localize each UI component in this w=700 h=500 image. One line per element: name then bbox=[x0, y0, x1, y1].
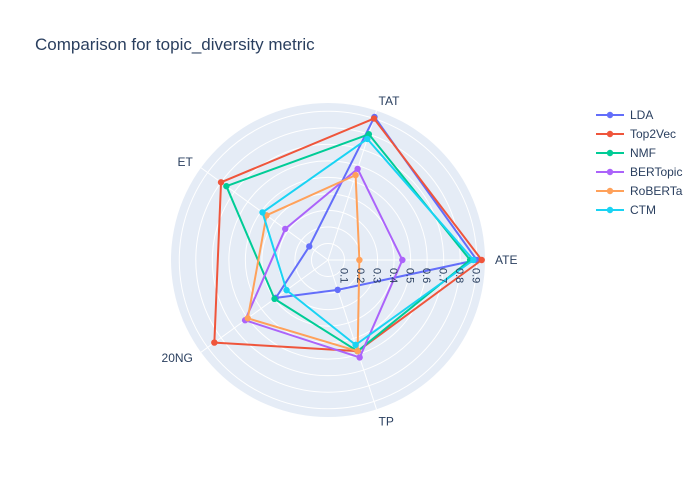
radial-tick-label: 0.1 bbox=[338, 268, 350, 283]
legend-marker bbox=[606, 168, 614, 176]
axis-label-tp: TP bbox=[379, 414, 394, 428]
series-layer bbox=[211, 113, 485, 361]
data-point[interactable] bbox=[223, 182, 230, 190]
data-point[interactable] bbox=[211, 339, 218, 346]
legend-marker bbox=[606, 206, 614, 214]
legend-label: LDA bbox=[630, 108, 653, 122]
data-point[interactable] bbox=[352, 171, 359, 179]
data-point[interactable] bbox=[244, 315, 251, 322]
radial-tick-labels: 0.1 0.2 0.3 0.4 0.5 0.6 0.7 0.8 0.9 bbox=[338, 268, 482, 283]
data-point[interactable] bbox=[356, 354, 363, 361]
legend-marker bbox=[606, 149, 614, 157]
data-point[interactable] bbox=[282, 225, 289, 233]
radial-tick-label: 0.8 bbox=[453, 268, 465, 283]
data-point[interactable] bbox=[352, 341, 359, 349]
radial-tick-label: 0.9 bbox=[470, 268, 482, 283]
legend-label: CTM bbox=[630, 203, 656, 217]
data-point[interactable] bbox=[283, 286, 290, 294]
chart-title: Comparison for topic_diversity metric bbox=[35, 35, 315, 54]
axis-label-20ng: 20NG bbox=[162, 351, 193, 365]
legend-label: NMF bbox=[630, 146, 656, 160]
angular-axis-labels: ATE TAT ET 20NG TP bbox=[162, 94, 518, 428]
data-point[interactable] bbox=[259, 209, 266, 216]
series-line bbox=[246, 174, 361, 353]
legend-label: RoBERTa bbox=[630, 184, 683, 198]
series-line bbox=[244, 167, 404, 359]
series-roberta bbox=[244, 171, 363, 355]
data-point[interactable] bbox=[470, 256, 477, 264]
radial-tick-label: 0.6 bbox=[420, 268, 432, 283]
grid-spoke bbox=[200, 259, 329, 353]
radial-tick-label: 0.5 bbox=[404, 268, 416, 283]
axis-label-et: ET bbox=[178, 155, 194, 169]
data-point[interactable] bbox=[370, 115, 378, 122]
legend-marker bbox=[606, 111, 614, 119]
legend-marker bbox=[606, 187, 614, 195]
grid-spoke bbox=[327, 259, 377, 410]
axis-label-ate: ATE bbox=[495, 253, 517, 267]
data-point[interactable] bbox=[306, 243, 313, 250]
series-line bbox=[261, 137, 475, 346]
radial-tick-label: 0.7 bbox=[437, 268, 449, 283]
legend-item-top2vec[interactable]: Top2Vec bbox=[596, 127, 676, 141]
legend-marker bbox=[606, 130, 614, 138]
legend-item-lda[interactable]: LDA bbox=[596, 108, 653, 122]
data-point[interactable] bbox=[356, 256, 363, 264]
radial-tick-label: 0.3 bbox=[371, 268, 383, 283]
series-line bbox=[213, 117, 483, 353]
radial-tick-label: 0.4 bbox=[387, 268, 399, 283]
data-point[interactable] bbox=[399, 256, 406, 264]
data-point[interactable] bbox=[478, 256, 485, 264]
legend-item-bertopic[interactable]: BERTopic bbox=[596, 165, 682, 179]
series-line bbox=[225, 133, 472, 353]
data-point[interactable] bbox=[354, 347, 361, 355]
legend[interactable]: LDA Top2Vec NMF BERTopic RoBERTa CTM bbox=[596, 108, 683, 217]
legend-item-nmf[interactable]: NMF bbox=[596, 146, 656, 160]
radial-tick-label: 0.2 bbox=[354, 268, 366, 283]
data-point[interactable] bbox=[364, 135, 371, 143]
axis-label-tat: TAT bbox=[379, 94, 401, 108]
data-point[interactable] bbox=[354, 165, 361, 173]
legend-label: BERTopic bbox=[630, 165, 682, 179]
legend-item-roberta[interactable]: RoBERTa bbox=[596, 184, 683, 198]
data-point[interactable] bbox=[217, 179, 225, 186]
legend-item-ctm[interactable]: CTM bbox=[596, 203, 656, 217]
data-point[interactable] bbox=[334, 286, 341, 294]
series-ctm bbox=[259, 135, 477, 349]
data-point[interactable] bbox=[271, 295, 278, 303]
legend-label: Top2Vec bbox=[630, 127, 676, 141]
